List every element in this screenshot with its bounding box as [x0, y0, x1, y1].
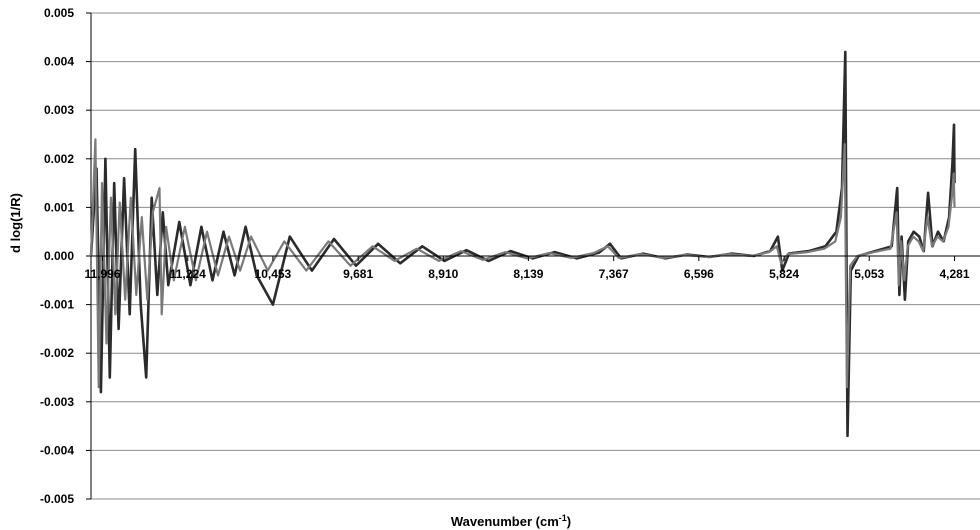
y-tick-label: 0.001 [44, 200, 74, 214]
x-axis-title-superscript: -1 [559, 513, 567, 523]
y-tick-label: 0.000 [44, 249, 74, 263]
y-tick-label: -0.002 [40, 346, 74, 360]
y-tick-label: 0.003 [44, 103, 74, 117]
x-tick-label: 9,681 [343, 267, 373, 281]
y-axis: 0.005 0.004 0.003 0.002 0.001 0.000 -0.001 -0.0… [40, 6, 92, 506]
y-tick-label: 0.004 [44, 55, 74, 69]
x-tick-label: 8,910 [428, 267, 458, 281]
series-line-1 [89, 50, 956, 438]
x-tick-label: 11,996 [84, 267, 120, 281]
x-tick-label: 11,224 [170, 267, 206, 281]
x-tick-label: 5,824 [769, 267, 799, 281]
x-tick-label: 6,596 [684, 267, 714, 281]
x-axis-title-main: Wavenumber (cm [451, 514, 559, 529]
x-tick-label: 4,281 [939, 267, 969, 281]
x-axis: 11,996 11,224 10,453 9,681 8,910 8,139 7,367 6,… [84, 255, 980, 281]
x-tick-label: 5,053 [854, 267, 884, 281]
y-tick-label: -0.005 [40, 492, 74, 506]
x-tick-label: 10,453 [255, 267, 292, 281]
y-tick-label: 0.002 [44, 152, 74, 166]
y-axis-title: d log(1/R) [8, 193, 23, 253]
x-tick-label: 8,139 [513, 267, 543, 281]
x-axis-title: Wavenumber (cm-1) [451, 513, 571, 529]
y-tick-label: -0.004 [40, 443, 74, 457]
x-tick-label: 7,367 [599, 267, 629, 281]
y-tick-label: -0.003 [40, 395, 74, 409]
series-line-2 [89, 138, 956, 389]
y-tick-label: 0.005 [44, 6, 74, 20]
y-tick-label: -0.001 [40, 298, 74, 312]
series-layer [89, 50, 956, 438]
x-axis-title-end: ) [567, 514, 571, 529]
